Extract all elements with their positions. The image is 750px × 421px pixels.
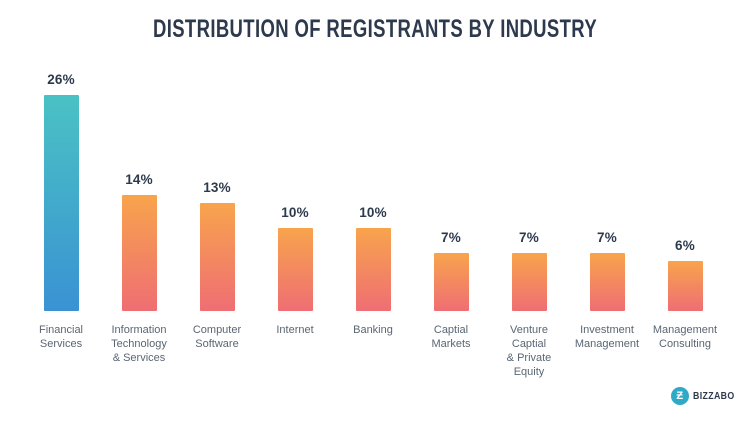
bar-column: 26%	[22, 51, 100, 311]
bar-column: 7%	[568, 51, 646, 311]
chart-title: DISTRIBUTION OF REGISTRANTS BY INDUSTRY	[152, 15, 598, 43]
category-label: Computer Software	[192, 324, 242, 350]
bar-value-label: 26%	[47, 72, 75, 87]
bar-column: 13%	[178, 51, 256, 311]
bar	[199, 203, 235, 311]
bar	[589, 253, 625, 311]
category-label: Information Technology & Services	[111, 324, 167, 364]
bar-column: 10%	[256, 51, 334, 311]
bar-value-label: 10%	[359, 205, 387, 220]
bar-value-label: 14%	[125, 172, 153, 187]
bar	[43, 95, 79, 311]
bar-value-label: 6%	[675, 238, 695, 253]
category-label: Internet	[276, 324, 314, 336]
bizzabo-logo: Ƶ BIZZABO	[670, 387, 740, 405]
category-labels-row: Financial Services Information Technology…	[22, 311, 724, 379]
bizzabo-logo-text: BIZZABO	[692, 390, 735, 402]
bar	[277, 228, 313, 311]
category-label: Investment Management	[574, 324, 640, 350]
bar-column: 6%	[646, 51, 724, 311]
bar-column: 10%	[334, 51, 412, 311]
category-label: Captial Markets	[431, 324, 471, 350]
bar-value-label: 13%	[203, 180, 231, 195]
bars-row: 26% 14% 13% 10% 10% 7% 7% 7% 6%	[22, 51, 724, 311]
category-label: Banking	[353, 324, 393, 336]
bar	[121, 195, 157, 311]
bar-value-label: 7%	[441, 230, 461, 245]
bar-value-label: 10%	[281, 205, 309, 220]
category-label: Management Consulting	[652, 324, 718, 350]
bizzabo-logo-icon: Ƶ	[670, 387, 689, 405]
bar	[433, 253, 469, 311]
bar-value-label: 7%	[597, 230, 617, 245]
bar	[667, 261, 703, 311]
bar-value-label: 7%	[519, 230, 539, 245]
bar-column: 7%	[412, 51, 490, 311]
category-label: Venture Captial & Private Equity	[506, 324, 552, 378]
bar-column: 14%	[100, 51, 178, 311]
category-label: Financial Services	[38, 324, 84, 350]
bar	[511, 253, 547, 311]
bar	[355, 228, 391, 311]
bar-column: 7%	[490, 51, 568, 311]
